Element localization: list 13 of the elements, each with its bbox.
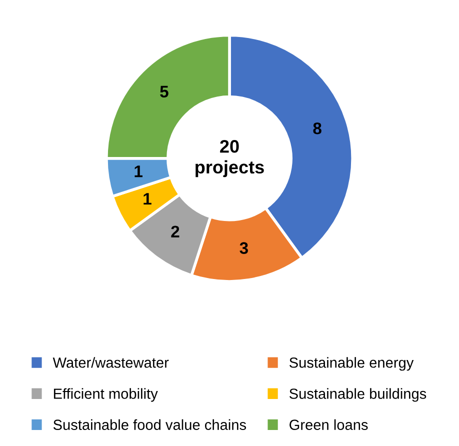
legend-label: Sustainable food value chains [53,419,246,430]
legend-label: Water/wastewater [52,357,169,368]
legend-label: Efficient mobility [54,388,158,402]
data-label: 5 [160,86,168,98]
text: 20 projects [196,140,264,178]
data-label: 8 [313,122,322,134]
legend-label: Sustainable buildings [289,388,426,402]
data-label: 1 [134,166,142,178]
legend-label: Green loans [290,419,368,430]
data-label: 3 [240,242,248,254]
data-label: 2 [171,226,180,238]
legend-label: Sustainable energy [289,357,414,371]
data-label: 1 [144,193,152,205]
